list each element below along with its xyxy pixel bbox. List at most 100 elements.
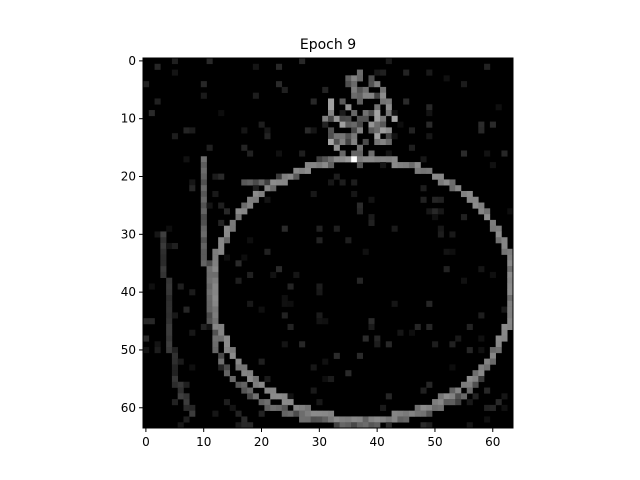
- heatmap-cell: [466, 422, 473, 429]
- heatmap-cell: [472, 202, 479, 209]
- heatmap-cell: [368, 150, 375, 157]
- heatmap-cell: [322, 358, 329, 365]
- heatmap-cell: [218, 323, 225, 331]
- heatmap-cell: [437, 404, 444, 411]
- heatmap-cell: [437, 196, 444, 203]
- heatmap-cell: [414, 410, 421, 417]
- heatmap-cell: [403, 69, 410, 76]
- heatmap-cell: [345, 104, 352, 111]
- heatmap-cell: [247, 179, 254, 186]
- heatmap-cell: [356, 86, 363, 93]
- heatmap-cell: [166, 306, 173, 313]
- plot-frame: [142, 57, 514, 429]
- heatmap-cell: [212, 266, 219, 273]
- heatmap-cell: [310, 162, 317, 169]
- heatmap-cell: [385, 393, 392, 400]
- heatmap-cell: [408, 144, 416, 151]
- heatmap-cell: [368, 156, 375, 163]
- heatmap-cell: [391, 110, 398, 117]
- heatmap-cell: [339, 179, 346, 186]
- heatmap-cell: [275, 393, 283, 400]
- heatmap-cell: [160, 243, 167, 250]
- heatmap-cell: [206, 306, 213, 313]
- heatmap-cell: [154, 63, 161, 70]
- heatmap-cell: [212, 295, 219, 302]
- heatmap-cell: [362, 86, 369, 93]
- heatmap-cell: [206, 300, 213, 307]
- heatmap-cell: [466, 399, 473, 406]
- heatmap-cell: [362, 248, 369, 255]
- heatmap-cell: [212, 260, 219, 267]
- heatmap-cell: [160, 266, 167, 273]
- heatmap-cell: [241, 364, 248, 371]
- heatmap-cell: [449, 393, 456, 400]
- heatmap-cell: [166, 347, 173, 354]
- heatmap-cell: [478, 347, 485, 354]
- heatmap-cell: [356, 208, 363, 215]
- heatmap-cell: [264, 387, 271, 394]
- heatmap-cell: [316, 237, 323, 244]
- heatmap-cell: [432, 173, 439, 180]
- heatmap-cell: [333, 144, 340, 151]
- heatmap-cell: [328, 410, 335, 417]
- heatmap-cell: [385, 133, 392, 140]
- heatmap-cell: [258, 358, 265, 365]
- heatmap-cell: [183, 404, 190, 411]
- heatmap-cell: [183, 381, 190, 388]
- heatmap-cell: [218, 173, 225, 180]
- heatmap-cell: [212, 329, 219, 336]
- heatmap-cell: [252, 63, 259, 70]
- heatmap-cell: [171, 69, 178, 76]
- heatmap-cell: [420, 410, 427, 417]
- heatmap-cell: [270, 387, 277, 394]
- heatmap-cell: [160, 237, 167, 244]
- heatmap-cell: [460, 190, 468, 198]
- x-tick-label: 10: [196, 435, 211, 449]
- heatmap-cell: [507, 277, 514, 284]
- heatmap-cell: [166, 295, 173, 302]
- heatmap-cell: [391, 225, 398, 232]
- heatmap-cell: [299, 167, 306, 174]
- heatmap-cell: [281, 399, 288, 406]
- heatmap-cell: [183, 416, 190, 423]
- y-tick-label: 10: [121, 112, 136, 126]
- heatmap-cell: [466, 375, 473, 383]
- heatmap-cell: [351, 86, 358, 93]
- heatmap-cell: [316, 416, 323, 423]
- heatmap-cell: [328, 110, 335, 117]
- heatmap-cell: [200, 179, 207, 186]
- heatmap-cell: [391, 115, 398, 122]
- heatmap-cell: [200, 243, 207, 250]
- heatmap-cell: [489, 404, 496, 411]
- heatmap-cell: [281, 404, 288, 411]
- heatmap-cell: [426, 422, 433, 429]
- heatmap-cell: [183, 399, 190, 406]
- heatmap-cell: [385, 156, 392, 163]
- heatmap-cell: [275, 150, 283, 157]
- heatmap-cell: [408, 329, 416, 336]
- heatmap-cell: [368, 219, 375, 226]
- heatmap-cell: [287, 300, 294, 307]
- heatmap-cell: [484, 63, 491, 70]
- heatmap-cell: [501, 243, 508, 250]
- heatmap-cell: [270, 271, 277, 278]
- heatmap-cell: [420, 404, 427, 411]
- heatmap-cell: [380, 98, 387, 105]
- heatmap-cell: [252, 196, 259, 203]
- heatmap-cell: [200, 167, 207, 174]
- heatmap-cell: [200, 225, 207, 232]
- heatmap-cell: [310, 98, 317, 105]
- heatmap-cell: [460, 277, 468, 284]
- heatmap-cell: [310, 190, 317, 198]
- heatmap-cell: [420, 387, 427, 394]
- heatmap-cell: [345, 115, 352, 122]
- heatmap-cell: [247, 393, 254, 400]
- heatmap-cell: [472, 381, 479, 388]
- heatmap-cell: [397, 121, 404, 128]
- heatmap-cell: [241, 144, 248, 151]
- heatmap-cell: [281, 393, 288, 400]
- heatmap-cell: [501, 329, 508, 336]
- heatmap-cell: [241, 422, 248, 429]
- heatmap-cell: [293, 271, 300, 278]
- heatmap-cell: [183, 127, 190, 134]
